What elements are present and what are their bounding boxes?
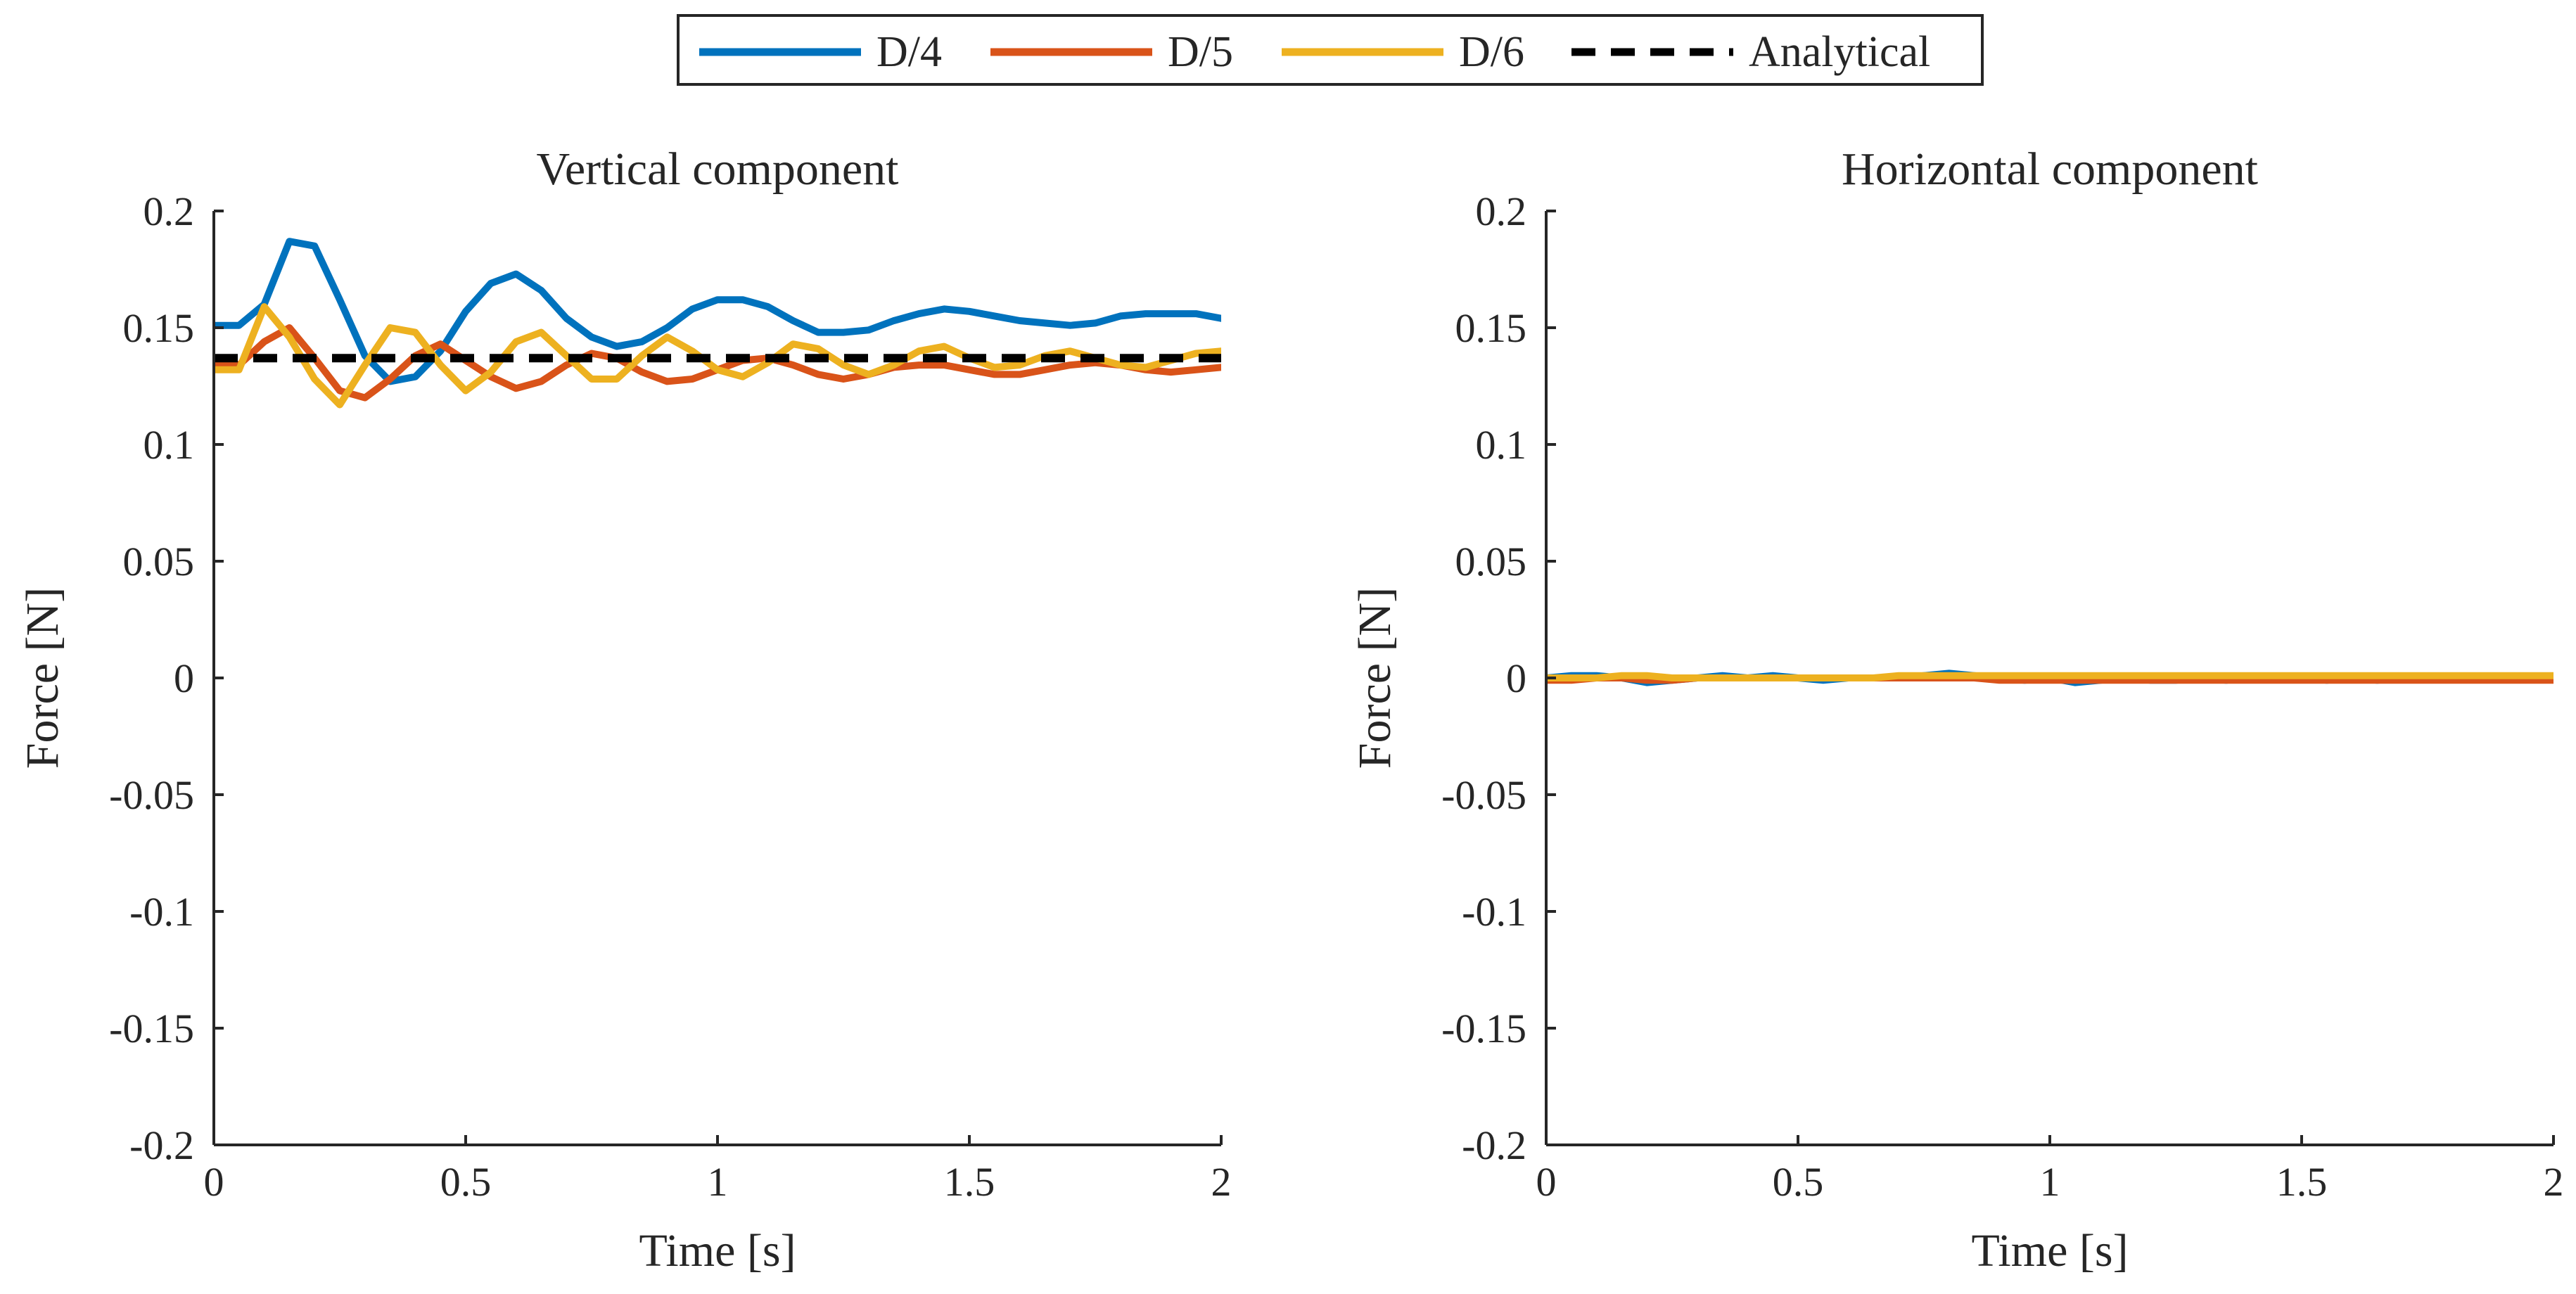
legend-label-d6: D/6 <box>1459 28 1524 76</box>
x-axis-label: Time [s] <box>1971 1225 2128 1276</box>
series-line-d-4 <box>214 238 1221 385</box>
y-tick-label: -0.2 <box>1462 1122 1526 1168</box>
y-tick-label: -0.05 <box>109 772 194 818</box>
legend-label-d5: D/5 <box>1168 28 1233 76</box>
series-line-d-6 <box>1546 672 2553 681</box>
x-tick-label: 1.5 <box>2276 1159 2328 1205</box>
legend-label-d4: D/4 <box>876 28 942 76</box>
y-tick-label: 0.15 <box>123 305 195 351</box>
y-axis-label: Force [N] <box>1349 587 1401 769</box>
y-tick-label: -0.15 <box>109 1006 194 1051</box>
x-tick-label: 0.5 <box>440 1159 492 1205</box>
series-group <box>214 238 1221 409</box>
x-tick-label: 0 <box>204 1159 224 1205</box>
x-axis-label: Time [s] <box>639 1225 796 1276</box>
y-tick-label: 0.15 <box>1455 305 1527 351</box>
x-tick-label: 0 <box>1536 1159 1557 1205</box>
y-tick-label: 0.1 <box>1476 422 1527 468</box>
chart-title: Horizontal component <box>1842 143 2258 195</box>
y-tick-label: -0.15 <box>1441 1006 1526 1051</box>
y-axis-label: Force [N] <box>17 587 68 769</box>
y-tick-label: 0 <box>1506 655 1526 701</box>
horizontal-component-chart: 0 0.5 1 1.5 2 -0.2 -0.15 -0.1 -0.05 0 0.05 0.1 0.15 0… <box>1349 143 2564 1276</box>
x-tick-label: 2 <box>1211 1159 1232 1205</box>
y-tick-label: -0.1 <box>1462 889 1526 935</box>
x-tick-label: 1 <box>2040 1159 2060 1205</box>
x-tick-label: 1 <box>708 1159 728 1205</box>
y-tick-label: 0 <box>174 655 194 701</box>
y-tick-label: 0.2 <box>1476 188 1527 234</box>
series-group <box>1546 670 2553 686</box>
y-tick-label: 0.1 <box>144 422 195 468</box>
x-tick-label: 1.5 <box>944 1159 995 1205</box>
y-tick-label: -0.2 <box>129 1122 194 1168</box>
y-tick-label: -0.1 <box>129 889 194 935</box>
y-tick-label: 0.05 <box>123 539 195 584</box>
y-tick-label: 0.2 <box>144 188 195 234</box>
legend-label-analytical: Analytical <box>1749 28 1930 76</box>
x-tick-label: 2 <box>2544 1159 2564 1205</box>
y-tick-label: 0.05 <box>1455 539 1527 584</box>
vertical-component-chart: 0 0.5 1 1.5 2 -0.2 -0.15 -0.1 -0.05 0 0.05 0.1 0.15 0… <box>17 143 1232 1276</box>
y-tick-label: -0.05 <box>1441 772 1526 818</box>
x-tick-label: 0.5 <box>1773 1159 1824 1205</box>
legend: D/4 D/5 D/6 Analytical <box>677 14 1984 86</box>
chart-title: Vertical component <box>537 143 899 195</box>
